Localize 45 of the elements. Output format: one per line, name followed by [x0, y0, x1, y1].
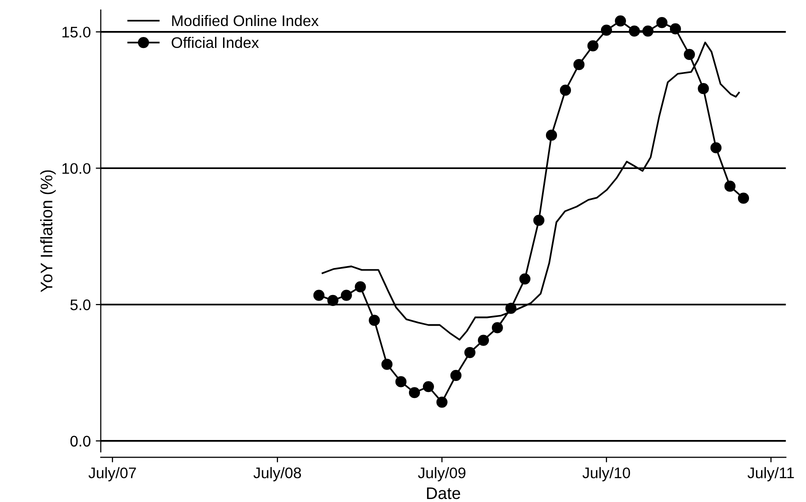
- point: [628, 25, 640, 37]
- point: [546, 130, 558, 141]
- point: [478, 334, 489, 346]
- point: [381, 358, 393, 370]
- point: [313, 290, 324, 301]
- x-tick-label: July/10: [582, 467, 630, 482]
- point: [587, 40, 598, 52]
- point: [670, 23, 681, 34]
- point: [354, 281, 366, 292]
- point: [408, 387, 420, 398]
- x-axis-title: Date: [427, 487, 460, 500]
- point: [710, 142, 722, 154]
- point: [436, 396, 448, 408]
- point: [505, 302, 516, 314]
- point: [684, 48, 695, 60]
- point: [519, 273, 530, 284]
- point: [422, 381, 434, 392]
- point: [450, 370, 462, 381]
- point: [464, 346, 476, 358]
- point: [340, 290, 352, 301]
- point: [698, 83, 709, 94]
- point: [492, 322, 503, 334]
- y-tick-label: 15.0: [62, 26, 90, 38]
- y-tick-label: 10.0: [62, 163, 90, 174]
- point: [724, 180, 736, 192]
- y-tick-label: 0.0: [70, 436, 90, 447]
- point: [656, 17, 668, 28]
- point: [738, 192, 750, 204]
- point: [600, 24, 612, 36]
- point: [395, 376, 406, 388]
- point: [327, 294, 338, 306]
- legend-label: Official Index: [172, 36, 259, 48]
- legend-label: Modified Online Index: [172, 14, 319, 26]
- point: [533, 214, 544, 226]
- y-tick-label: 5.0: [70, 299, 90, 310]
- y-axis-title: YoY Inflation (%): [40, 170, 56, 292]
- x-tick-label: July/11: [748, 467, 794, 482]
- point: [573, 59, 585, 70]
- x-tick-label: July/07: [88, 467, 136, 482]
- x-tick-label: July/09: [418, 467, 466, 482]
- point: [560, 84, 571, 96]
- x-tick-label: July/08: [253, 467, 301, 482]
- point: [642, 25, 654, 37]
- point: [368, 314, 380, 326]
- point: [614, 15, 626, 27]
